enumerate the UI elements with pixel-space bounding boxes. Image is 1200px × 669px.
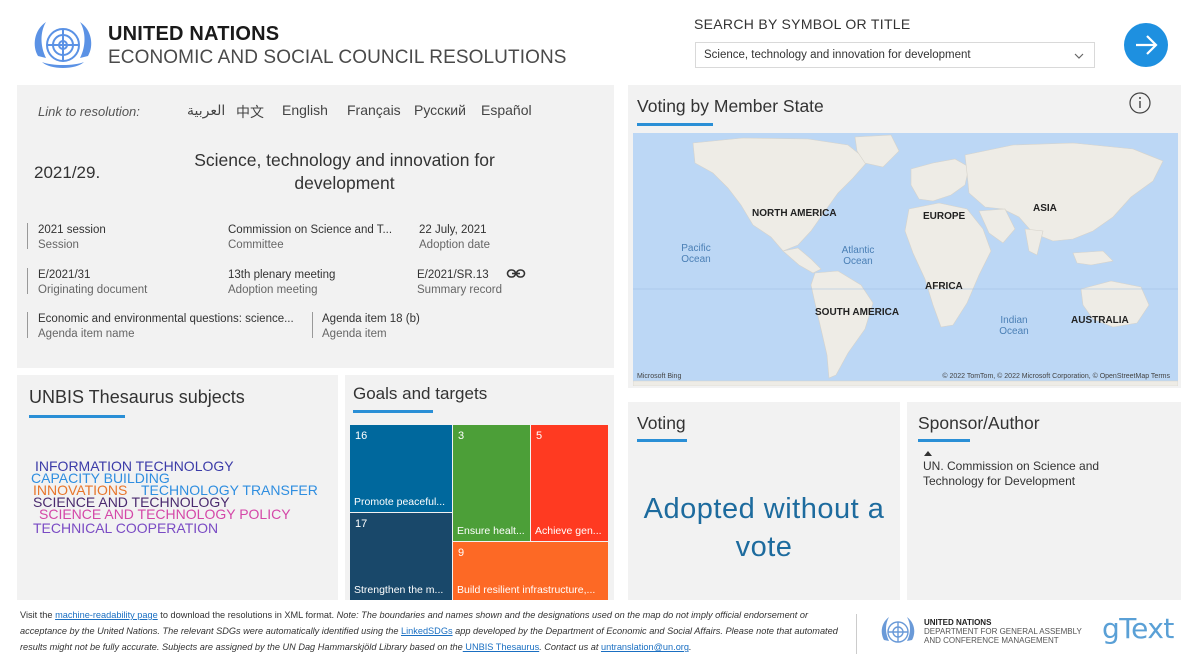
goal-number: 17: [355, 518, 368, 530]
title-underline: [29, 415, 125, 418]
voting-title: Voting: [637, 413, 686, 433]
voting-result: Adopted without a vote: [643, 493, 885, 563]
goal-tile-16[interactable]: 16 Promote peaceful...: [350, 425, 452, 512]
meta-committee: Commission on Science and T... Committee: [228, 224, 393, 251]
meta-divider: [27, 268, 28, 294]
contact-email-link[interactable]: untranslation@un.org: [600, 642, 689, 652]
meta-adoption-meeting: 13th plenary meeting Adoption meeting: [228, 269, 336, 296]
goal-label: Ensure healt...: [457, 525, 525, 537]
meta-session: 2021 session Session: [38, 224, 106, 251]
meta-divider: [312, 312, 313, 338]
ocean-label: Atlantic Ocean: [841, 245, 875, 267]
lang-link-chinese[interactable]: 中文: [236, 104, 264, 120]
org-title: UNITED NATIONS: [108, 23, 280, 45]
footer-divider: [856, 614, 857, 654]
subject-word[interactable]: SCIENCE AND TECHNOLOGY POLICY: [39, 506, 291, 522]
goal-label: Promote peaceful...: [354, 496, 446, 508]
continent-label: NORTH AMERICA: [752, 208, 837, 219]
info-icon[interactable]: [1128, 91, 1152, 115]
goal-tile-17[interactable]: 17 Strengthen the m...: [350, 513, 452, 600]
goal-number: 3: [458, 430, 465, 442]
lang-link-french[interactable]: Français: [347, 102, 401, 118]
machine-readability-link[interactable]: machine-readability page: [55, 610, 158, 620]
sponsor-panel: Sponsor/Author UN. Commission on Science…: [907, 402, 1181, 600]
continent-label: AFRICA: [925, 281, 963, 292]
resolution-title: Science, technology and innovation for d…: [194, 150, 495, 193]
linkedsdgs-link[interactable]: LinkedSDGs: [400, 626, 453, 636]
search-label: SEARCH BY SYMBOL OR TITLE: [694, 16, 911, 32]
world-map[interactable]: NORTH AMERICA EUROPE ASIA AFRICA SOUTH A…: [633, 133, 1178, 386]
subject-word[interactable]: SCIENCE AND TECHNOLOGY: [33, 494, 230, 510]
voting-panel: Voting Adopted without a vote: [628, 402, 900, 600]
un-emblem-icon: [34, 22, 92, 68]
sponsor-title: Sponsor/Author: [918, 413, 1040, 433]
meta-divider: [27, 223, 28, 249]
un-emblem-icon: [881, 617, 915, 643]
continent-label: ASIA: [1033, 203, 1057, 214]
resolution-panel: Link to resolution: العربية 中文 English F…: [17, 85, 614, 368]
lang-link-english[interactable]: English: [282, 102, 328, 118]
thesaurus-title: UNBIS Thesaurus subjects: [29, 387, 245, 407]
goal-number: 9: [458, 547, 465, 559]
goals-panel: Goals and targets 16 Promote peaceful...…: [345, 375, 614, 600]
resolution-number: 2021/29.: [34, 163, 101, 182]
meta-agenda-item-name: Economic and environmental questions: sc…: [38, 313, 294, 340]
search-select-value: Science, technology and innovation for d…: [704, 49, 971, 61]
goal-number: 16: [355, 430, 368, 442]
map-title: Voting by Member State: [637, 96, 824, 116]
chevron-down-icon[interactable]: [1072, 49, 1086, 63]
meta-divider: [27, 312, 28, 338]
link-to-resolution-label: Link to resolution:: [38, 104, 140, 119]
goal-label: Build resilient infrastructure,...: [457, 584, 596, 596]
subject-word[interactable]: TECHNOLOGY TRANSFER: [141, 482, 318, 498]
footer-note: Visit the machine-readability page to do…: [20, 610, 838, 652]
subject-word[interactable]: INNOVATIONS: [33, 482, 128, 498]
link-icon[interactable]: [506, 267, 526, 281]
lang-link-arabic[interactable]: العربية: [187, 102, 226, 118]
lang-link-russian[interactable]: Русский: [414, 102, 466, 118]
title-underline: [353, 410, 433, 413]
bing-logo: Microsoft Bing: [637, 373, 682, 380]
org-subtitle: ECONOMIC AND SOCIAL COUNCIL RESOLUTIONS: [108, 47, 567, 68]
title-underline: [637, 439, 687, 442]
sponsor-text: UN. Commission on Science and Technology…: [923, 459, 1100, 488]
meta-agenda-item: Agenda item 18 (b) Agenda item: [322, 313, 420, 340]
search-select[interactable]: Science, technology and innovation for d…: [695, 42, 1095, 68]
lang-link-spanish[interactable]: Español: [481, 102, 532, 118]
subject-word[interactable]: TECHNICAL COOPERATION: [33, 520, 219, 536]
gtext-logo: gText: [1102, 612, 1174, 645]
continent-label: AUSTRALIA: [1071, 315, 1129, 326]
meta-summary-record[interactable]: E/2021/SR.13 Summary record: [417, 269, 502, 296]
continent-label: SOUTH AMERICA: [815, 307, 900, 318]
unbis-thesaurus-link[interactable]: UNBIS Thesaurus: [462, 642, 540, 652]
subject-word[interactable]: INFORMATION TECHNOLOGY: [35, 458, 234, 474]
goal-tile-5[interactable]: 5 Achieve gen...: [531, 425, 608, 541]
goals-title: Goals and targets: [353, 384, 488, 403]
goal-label: Achieve gen...: [535, 525, 602, 537]
subject-word[interactable]: CAPACITY BUILDING: [31, 470, 170, 486]
arrow-right-icon: [1136, 35, 1158, 55]
continent-label: EUROPE: [923, 211, 966, 222]
title-underline: [918, 439, 970, 442]
goal-tile-3[interactable]: 3 Ensure healt...: [453, 425, 530, 541]
dgacm-logo-text: UNITED NATIONS DEPARTMENT FOR GENERAL AS…: [924, 618, 1082, 645]
thesaurus-panel: UNBIS Thesaurus subjects INFORMATION TEC…: [17, 375, 338, 600]
goal-number: 5: [536, 430, 543, 442]
meta-adoption-date: 22 July, 2021 Adoption date: [419, 224, 490, 251]
goal-label: Strengthen the m...: [354, 584, 444, 596]
go-button[interactable]: [1124, 23, 1168, 67]
title-underline: [637, 123, 713, 126]
sort-caret-icon[interactable]: [924, 451, 932, 456]
goal-tile-9[interactable]: 9 Build resilient infrastructure,...: [453, 542, 608, 600]
meta-originating-document: E/2021/31 Originating document: [38, 269, 148, 296]
voting-map-panel: Voting by Member State: [628, 85, 1181, 388]
ocean-label: Indian Ocean: [999, 315, 1029, 337]
world-map-land: [633, 134, 1178, 386]
map-credit[interactable]: © 2022 TomTom, © 2022 Microsoft Corporat…: [942, 373, 1170, 380]
ocean-label: Pacific Ocean: [681, 243, 711, 265]
